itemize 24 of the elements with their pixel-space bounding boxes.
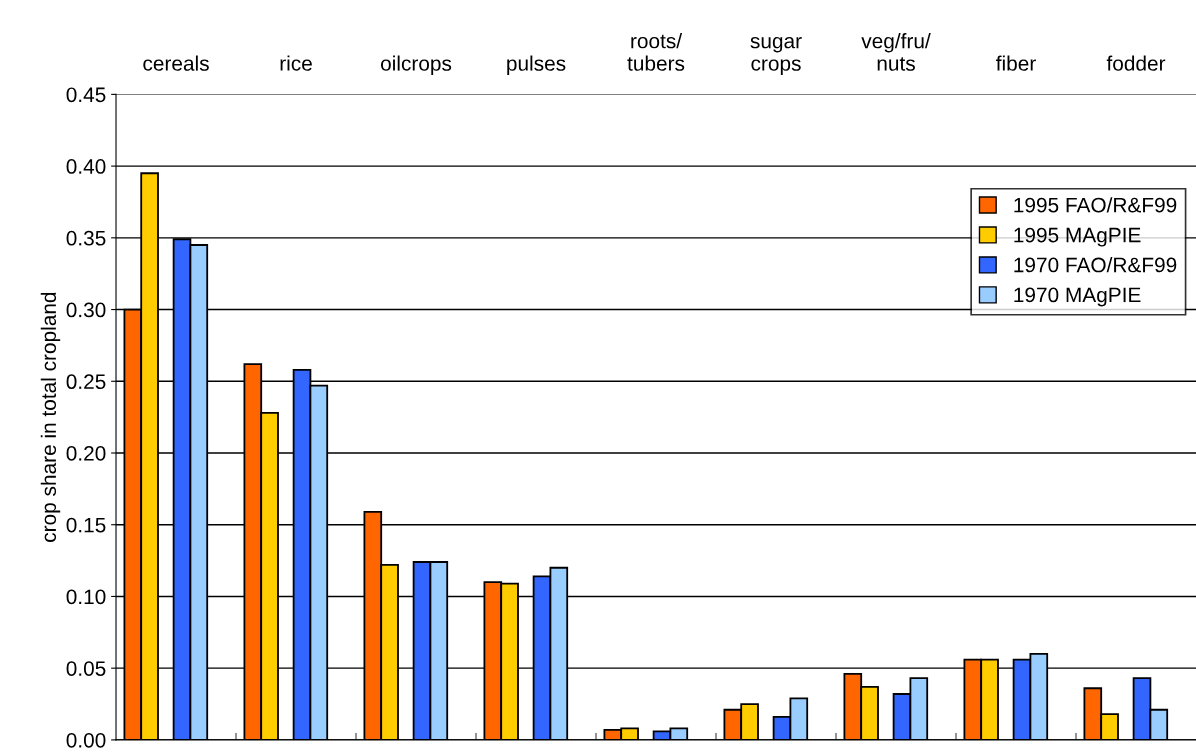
legend-label: 1995 MAgPIE [1014, 227, 1141, 247]
legend-label: 1970 FAO/R&F99 [1014, 257, 1177, 273]
y-tick-label: 0.35 [66, 230, 106, 246]
x-tick-label: cereals [143, 55, 209, 71]
x-tick-label: fodder [1106, 55, 1166, 71]
y-tick-label: 0.45 [66, 87, 106, 103]
y-tick-label: 0.00 [66, 732, 106, 748]
y-tick-label: 0.15 [66, 517, 106, 533]
legend-label: 1995 FAO/R&F99 [1014, 197, 1177, 213]
y-tick-label: 0.20 [66, 446, 106, 461]
x-tick-label: veg/fru/ nuts [861, 33, 931, 71]
x-tick-label: rice [280, 55, 312, 71]
x-tick-label: fiber [996, 55, 1036, 71]
y-tick-label: 0.05 [66, 661, 106, 676]
x-tick-label: roots/ tubers [627, 33, 685, 71]
x-tick-label: oilcrops [380, 55, 452, 75]
y-tick-label: 0.25 [66, 374, 106, 390]
y-axis-title: crop share in total cropland [40, 292, 61, 542]
y-tick-label: 0.30 [66, 302, 106, 318]
legend-label: 1970 MAgPIE [1014, 287, 1141, 307]
x-tick-label: sugar crops [750, 36, 802, 75]
y-tick-label: 0.40 [66, 159, 106, 174]
y-tick-label: 0.10 [66, 589, 106, 605]
x-tick-label: pulses [507, 55, 566, 75]
